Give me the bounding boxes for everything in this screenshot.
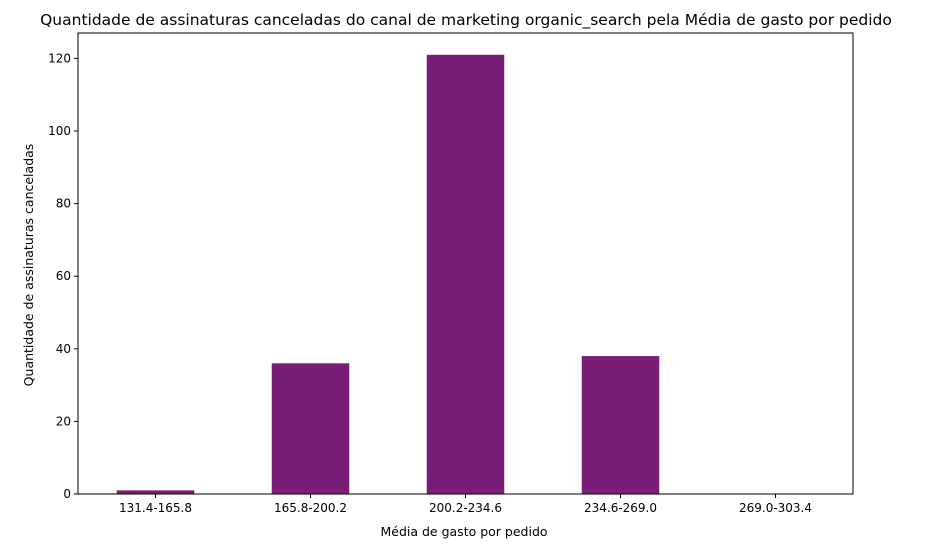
x-tick-label: 131.4-165.8 <box>119 501 192 515</box>
chart-title: Quantidade de assinaturas canceladas do … <box>40 11 892 30</box>
y-tick-label: 80 <box>56 197 71 211</box>
y-axis-ticks: 0 20 40 60 80 100 120 <box>48 51 78 501</box>
y-tick-label: 60 <box>56 269 71 283</box>
x-tick-label: 269.0-303.4 <box>739 501 812 515</box>
y-tick-label: 0 <box>63 487 71 501</box>
x-tick-label: 200.2-234.6 <box>429 501 502 515</box>
y-axis-label: Quantidade de assinaturas canceladas <box>21 144 36 387</box>
x-axis-label: Média de gasto por pedido <box>380 524 547 539</box>
plot-frame <box>77 32 854 495</box>
y-tick-label: 120 <box>48 51 71 65</box>
y-tick-label: 100 <box>48 124 71 138</box>
x-tick-label: 234.6-269.0 <box>584 501 657 515</box>
x-axis-ticks: 131.4-165.8 165.8-200.2 200.2-234.6 234.6-2… <box>119 494 812 515</box>
x-tick-label: 165.8-200.2 <box>274 501 347 515</box>
bar-200.2-234.6 <box>426 54 505 494</box>
y-tick-label: 40 <box>56 342 71 356</box>
bar-165.8-200.2 <box>271 363 350 494</box>
y-tick-label: 20 <box>56 414 71 428</box>
bar-131.4-165.8 <box>116 490 195 494</box>
bar-234.6-269.0 <box>581 356 660 494</box>
bars-group <box>116 54 660 494</box>
